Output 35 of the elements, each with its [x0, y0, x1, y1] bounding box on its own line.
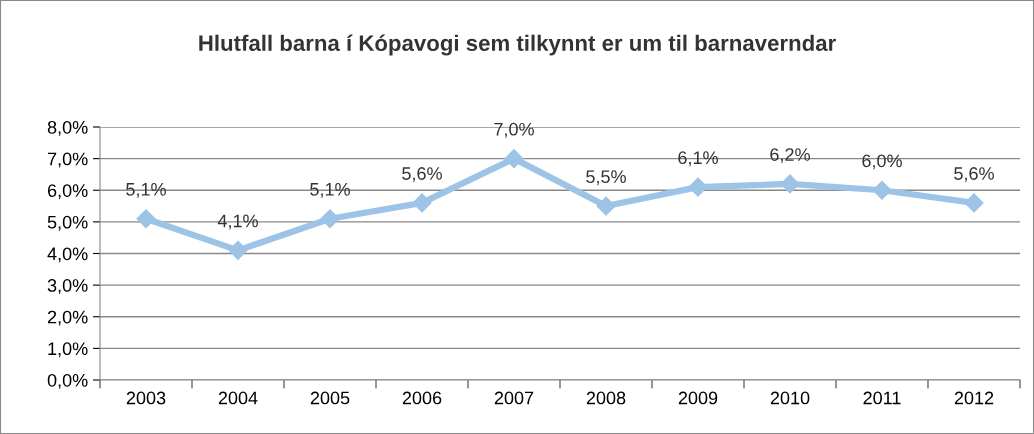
y-tick-label: 3,0% [47, 279, 88, 294]
x-tick-label: 2003 [126, 391, 166, 405]
point [136, 209, 156, 229]
point [504, 149, 524, 169]
point [596, 196, 616, 216]
x-tick-label: 2012 [954, 391, 994, 405]
y-tick-label: 6,0% [47, 184, 88, 200]
x-tick-label: 2007 [494, 391, 534, 405]
x-tick-label: 2006 [402, 391, 442, 405]
x-tick-label: 2005 [310, 391, 350, 405]
y-tick-label: 7,0% [47, 152, 88, 168]
point [412, 193, 432, 213]
y-tick-label: 1,0% [48, 342, 88, 358]
y-tick-label: 4,0% [47, 247, 88, 263]
x-tick-label: 2011 [863, 391, 901, 405]
y-tick-label: 2,0% [47, 310, 88, 326]
point [688, 177, 708, 197]
data-label: 4,1% [217, 214, 258, 230]
point [320, 209, 340, 229]
data-label: 5,6% [954, 167, 994, 183]
x-tick-label: 2004 [218, 391, 258, 405]
y-tick-label: 5,0% [47, 215, 88, 231]
x-tick-label: 2010 [770, 391, 810, 405]
y-tick-label: 8,0% [47, 120, 88, 136]
x-tick-label: 2008 [586, 391, 626, 405]
chart-title: Hlutfall barna í Kópavogi sem tilkynnt er um til barnaverndar [199, 34, 836, 56]
data-label: 5,6% [402, 167, 442, 183]
data-label: 7,0% [494, 122, 534, 138]
y-tick-label: 0,0% [47, 373, 88, 389]
point [872, 180, 892, 200]
point [780, 174, 800, 194]
point [964, 193, 984, 213]
data-label: 5,5% [586, 170, 626, 186]
point [228, 240, 248, 260]
x-tick-label: 2009 [678, 391, 718, 405]
